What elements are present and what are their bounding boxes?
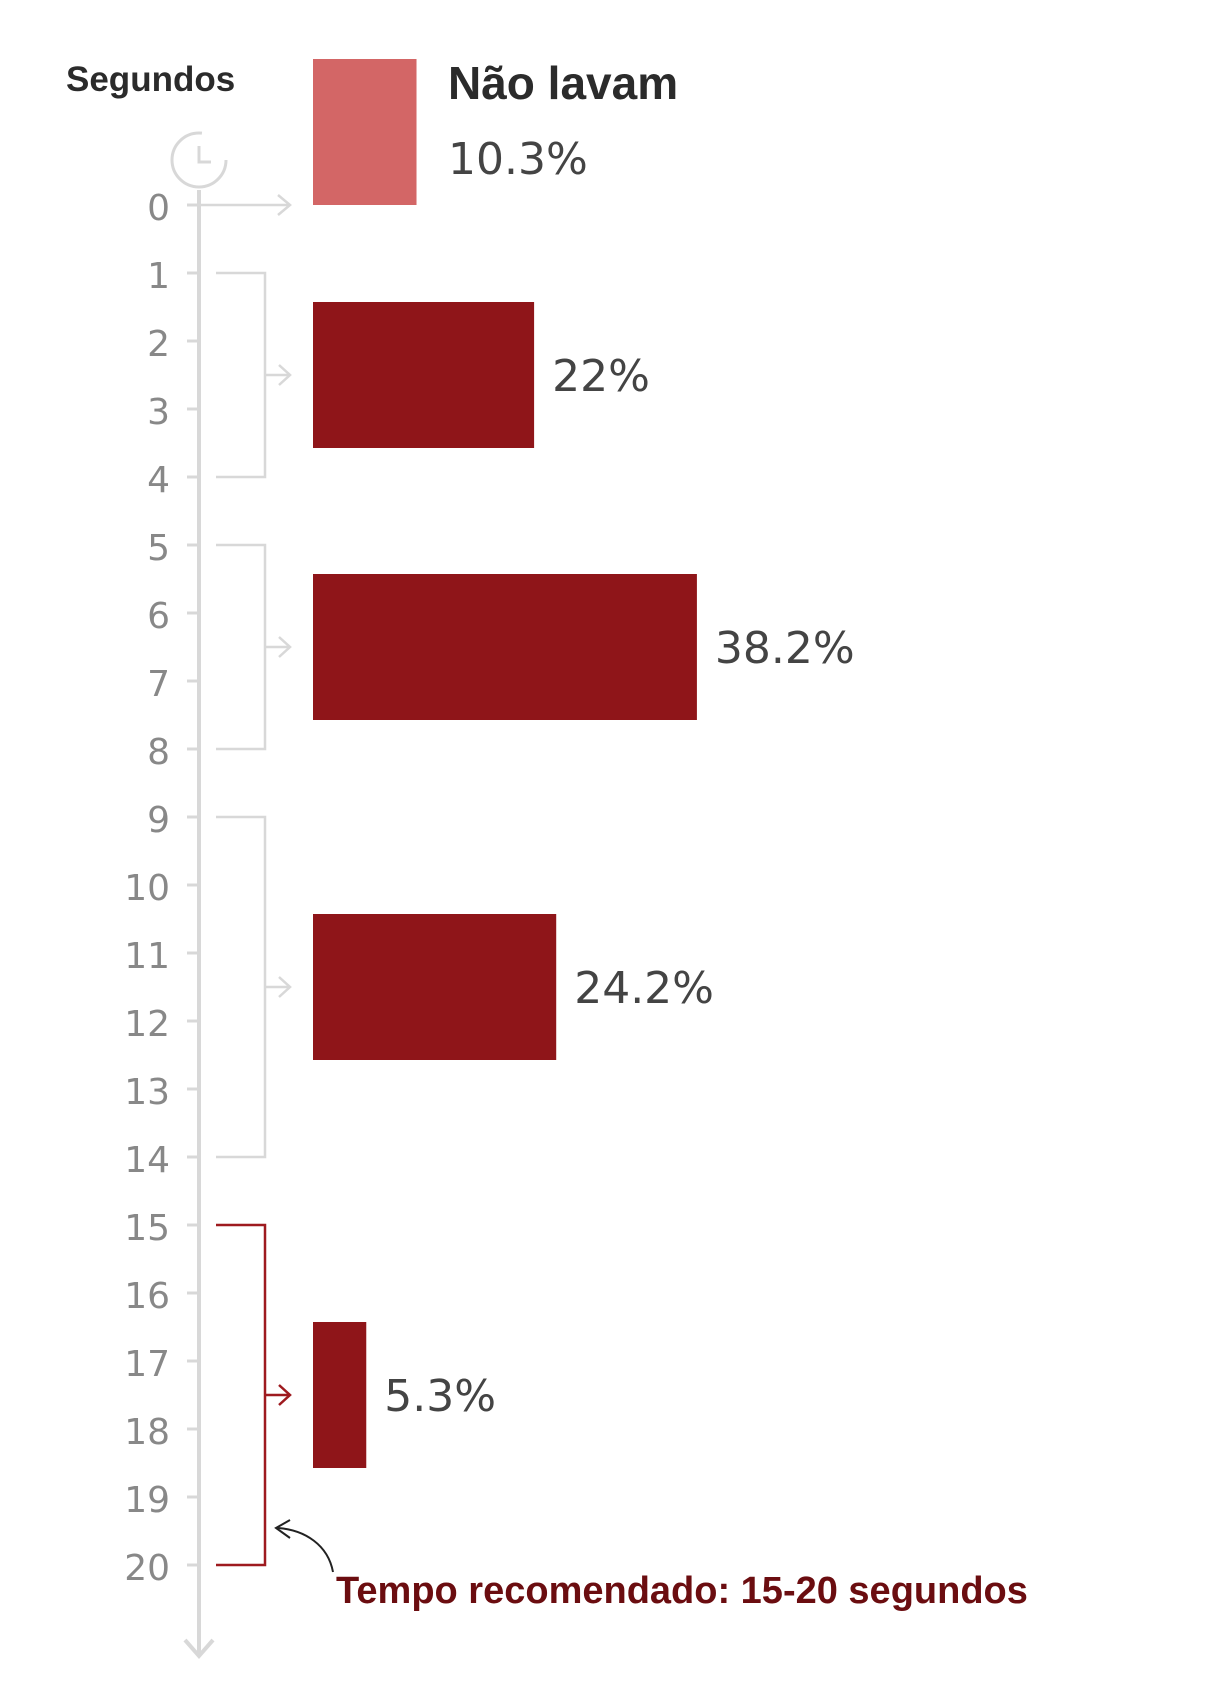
legend-label: Não lavam bbox=[448, 57, 679, 109]
value-label: 5.3% bbox=[384, 1371, 496, 1422]
tick-label: 18 bbox=[124, 1412, 170, 1453]
range-arrow bbox=[265, 364, 292, 386]
tick-label: 19 bbox=[124, 1480, 170, 1521]
bar bbox=[313, 914, 557, 1060]
range-arrow bbox=[265, 976, 292, 998]
tick-label: 9 bbox=[147, 800, 170, 841]
range-bracket bbox=[216, 543, 267, 751]
clock-icon bbox=[170, 131, 228, 189]
clock-hands bbox=[197, 146, 211, 164]
value-label: 24.2% bbox=[574, 963, 714, 1014]
tick-label: 14 bbox=[124, 1140, 170, 1181]
bar bbox=[313, 1322, 367, 1468]
axis-title: Segundos bbox=[66, 60, 236, 99]
range-bracket bbox=[216, 815, 267, 1159]
value-label: 22% bbox=[552, 351, 650, 402]
tick-label: 0 bbox=[147, 188, 170, 229]
tick-label: 1 bbox=[147, 256, 170, 297]
tick-label: 7 bbox=[147, 664, 170, 705]
tick-label: 17 bbox=[124, 1344, 170, 1385]
annotation-pointer bbox=[277, 1527, 334, 1573]
arrow-down-icon bbox=[183, 1638, 215, 1660]
value-label: 38.2% bbox=[715, 623, 855, 674]
range-arrow bbox=[265, 1384, 292, 1406]
bar bbox=[313, 59, 417, 205]
tick-label: 4 bbox=[147, 460, 170, 501]
range-arrow bbox=[201, 194, 292, 216]
annotation-arrowhead bbox=[274, 1519, 291, 1539]
tick-label: 13 bbox=[124, 1072, 170, 1113]
range-bracket bbox=[216, 1223, 267, 1567]
legend-value: 10.3% bbox=[448, 134, 588, 185]
tick-label: 2 bbox=[147, 324, 170, 365]
tick-label: 12 bbox=[124, 1004, 170, 1045]
tick-label: 6 bbox=[147, 596, 170, 637]
tick-label: 8 bbox=[147, 732, 170, 773]
tick-label: 10 bbox=[124, 868, 170, 909]
tick-label: 3 bbox=[147, 392, 170, 433]
tick-label: 15 bbox=[124, 1208, 170, 1249]
bar bbox=[313, 302, 535, 448]
tick-label: 16 bbox=[124, 1276, 170, 1317]
recommended-time-annotation: Tempo recomendado: 15-20 segundos bbox=[336, 1570, 1028, 1612]
tick-label: 5 bbox=[147, 528, 170, 569]
bar bbox=[313, 574, 697, 720]
tick-label: 20 bbox=[124, 1548, 170, 1589]
range-bracket bbox=[216, 271, 267, 479]
range-arrow bbox=[265, 636, 292, 658]
tick-label: 11 bbox=[124, 936, 170, 977]
